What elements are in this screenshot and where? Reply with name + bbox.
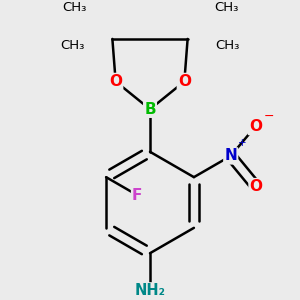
Text: CH₃: CH₃ (215, 39, 240, 52)
Text: O: O (249, 119, 262, 134)
Text: O: O (109, 74, 122, 89)
Text: CH₃: CH₃ (214, 2, 238, 14)
Text: B: B (144, 102, 156, 117)
Text: O: O (178, 74, 191, 89)
Text: +: + (238, 139, 247, 148)
Text: −: − (263, 110, 274, 123)
Text: CH₃: CH₃ (60, 39, 85, 52)
Text: NH₂: NH₂ (134, 283, 166, 298)
Text: F: F (132, 188, 142, 202)
Text: N: N (224, 148, 237, 164)
Text: CH₃: CH₃ (62, 2, 86, 14)
Text: O: O (250, 179, 262, 194)
